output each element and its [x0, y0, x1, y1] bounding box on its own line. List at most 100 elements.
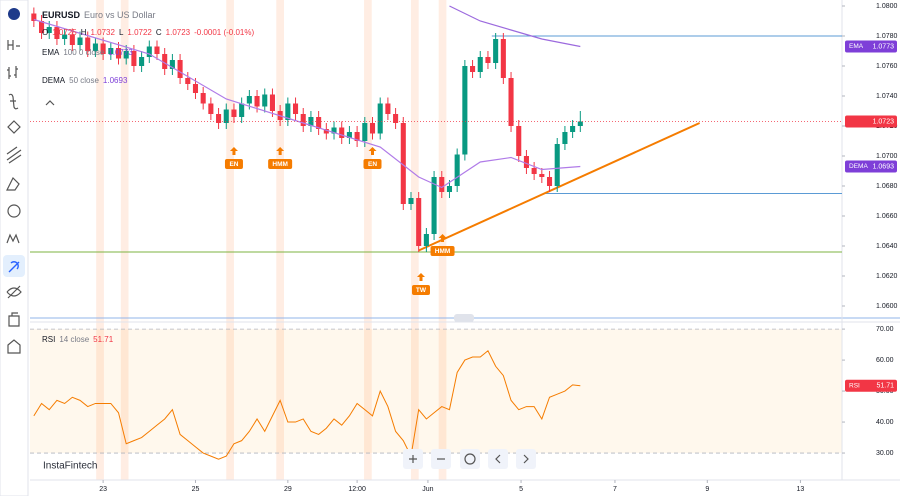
annotation-box — [268, 159, 293, 169]
toolbar — [0, 0, 29, 496]
y-tick-label: 1.0740 — [876, 93, 898, 100]
tool-icon[interactable] — [7, 339, 21, 354]
candle-body — [477, 57, 483, 72]
scroll-left[interactable] — [488, 449, 508, 469]
x-tick-label: 9 — [705, 486, 709, 493]
annotation-arrow — [368, 147, 377, 155]
candle-body — [39, 21, 45, 33]
rsi-value: 51.71 — [93, 335, 114, 344]
tool-icon[interactable] — [7, 120, 21, 134]
candle-body — [262, 94, 268, 107]
highlight-band — [410, 0, 419, 480]
toolbar-bg — [0, 0, 29, 496]
candle-body — [192, 84, 199, 93]
annotation-box — [363, 159, 382, 169]
candle-body — [508, 78, 514, 126]
candle-body — [454, 154, 460, 186]
ohlc-label: L — [119, 28, 124, 37]
tool-icon[interactable] — [6, 285, 22, 299]
tool-icon[interactable] — [7, 204, 21, 218]
candle-body — [439, 177, 445, 192]
highlight-band — [364, 0, 372, 480]
tool-active[interactable] — [3, 255, 25, 277]
candle-body — [362, 123, 368, 141]
candle-body — [292, 103, 299, 114]
tool-icon[interactable] — [8, 312, 20, 327]
legend-row: EURUSD Euro vs US Dollar — [42, 10, 156, 20]
watermark: InstaFintech — [43, 461, 97, 472]
annotation-box — [224, 159, 243, 169]
candle-body — [393, 114, 399, 123]
candle-body — [354, 132, 360, 141]
ohlc-value: 1.0722 — [127, 28, 152, 37]
candle-body — [216, 114, 222, 123]
tool-icon[interactable] — [6, 233, 20, 244]
candle-body — [531, 168, 537, 174]
ohlc-label: C — [156, 28, 162, 37]
candle-body — [239, 103, 245, 117]
annotation-arrow — [229, 147, 238, 155]
scroll-right[interactable] — [516, 449, 536, 469]
legend-row: EMA 100 0 close 1.0773 — [42, 48, 133, 57]
annotation-box — [430, 246, 455, 256]
rsi-tag-name: RSI — [849, 382, 860, 389]
annotation-label: HMM — [435, 248, 451, 255]
y-tick-label: 1.0760 — [876, 63, 898, 70]
candle-body — [154, 46, 160, 54]
candle-body — [169, 60, 175, 69]
highlight-band — [226, 0, 234, 480]
candle-body — [108, 48, 114, 54]
panes: 1.08001.07801.07601.07401.07201.07001.06… — [30, 0, 900, 493]
candle-body — [231, 109, 237, 117]
y-tick-label: 1.0620 — [876, 273, 898, 280]
tool-icon[interactable] — [7, 66, 18, 79]
change: -0.0001 (-0.01%) — [194, 28, 254, 37]
indicator-value: 1.0773 — [108, 48, 133, 57]
candle-body — [416, 198, 422, 246]
price-tag-name: EMA — [849, 43, 864, 50]
pane-handle[interactable] — [454, 314, 474, 322]
x-tick-label: 23 — [99, 486, 107, 493]
tool-icon[interactable] — [7, 40, 20, 50]
rsi-tag-bg — [845, 379, 897, 392]
candle-body — [470, 66, 476, 72]
x-tick-label: 5 — [519, 486, 523, 493]
tool-icon[interactable] — [6, 176, 20, 191]
icon — [523, 454, 529, 464]
rsi-band — [30, 329, 842, 454]
candle-body — [423, 234, 429, 246]
candle-body — [446, 186, 453, 192]
x-tick-label: 25 — [192, 486, 200, 493]
price-tag-value: 1.0723 — [873, 118, 895, 125]
candle-body — [577, 121, 583, 126]
ohlc-value: 1.0723 — [166, 28, 191, 37]
candle-body — [139, 57, 145, 66]
tool-icon[interactable] — [6, 146, 22, 164]
price-tag-value: 1.0773 — [873, 43, 895, 50]
indicator-line — [449, 5, 581, 48]
y-tick-label: 1.0640 — [876, 243, 898, 250]
y-tick-label: 70.00 — [876, 326, 894, 333]
candle-body — [431, 177, 437, 234]
y-tick-label: 1.0600 — [876, 303, 898, 310]
candle-body — [46, 27, 52, 33]
annotation-arrow — [416, 273, 425, 281]
reset[interactable] — [460, 449, 480, 469]
collapse-legend[interactable] — [45, 100, 55, 106]
y-tick-label: 1.0680 — [876, 183, 898, 190]
candle-body — [62, 34, 68, 39]
indicator-params: 100 0 close — [63, 48, 104, 57]
candle-body — [115, 48, 122, 59]
highlight-band — [120, 0, 129, 480]
candle-body — [269, 94, 275, 111]
tool-icon[interactable] — [8, 93, 19, 110]
candle-body — [377, 103, 383, 134]
legend-row: O 1.0725 H 1.0732 L 1.0722 C 1.0723 -0.0001 (-0.… — [42, 28, 254, 37]
ohlc-value: 1.0732 — [90, 28, 115, 37]
rsi-tag-value: 51.71 — [876, 383, 894, 390]
logo — [8, 8, 20, 20]
candle-body — [331, 127, 337, 134]
y-tick-label: 1.0700 — [876, 153, 898, 160]
candle-body — [131, 51, 137, 66]
tool-icon — [8, 261, 20, 273]
